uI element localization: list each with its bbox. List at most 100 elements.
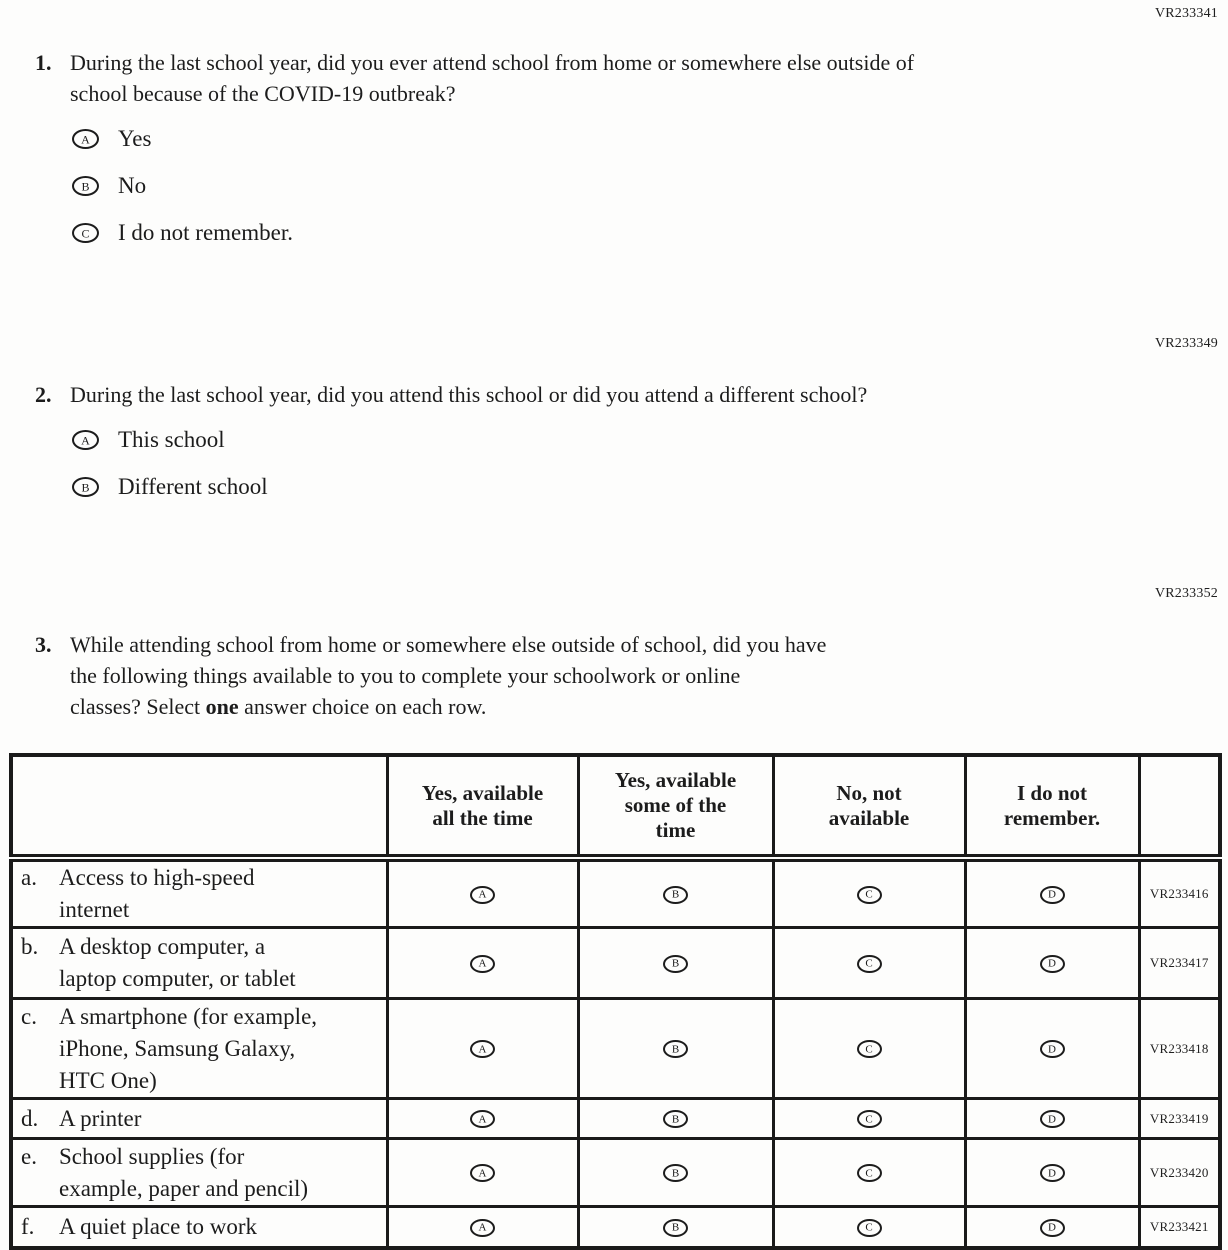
- answer-bubble-c[interactable]: C: [856, 1218, 882, 1237]
- question-1-options: A Yes B No C I do not remember.: [72, 125, 293, 247]
- choice-cell: B: [576, 1097, 775, 1140]
- row-item-label: c. A smartphone (for example, iPhone, Sa…: [9, 997, 389, 1100]
- row-item-label: f. A quiet place to work: [9, 1205, 389, 1250]
- answer-bubble-a[interactable]: A: [72, 430, 99, 450]
- choice-cell: D: [963, 997, 1141, 1100]
- option-label-do-not-remember: I do not remember.: [118, 220, 294, 245]
- row-letter: e.: [21, 1143, 37, 1169]
- row-letter: a.: [21, 865, 37, 890]
- answer-bubble-b[interactable]: B: [663, 1110, 688, 1129]
- answer-bubble-c[interactable]: C: [856, 954, 882, 973]
- row-vr-code: VR233418: [1137, 997, 1222, 1100]
- row-vr-code: VR233419: [1137, 1097, 1222, 1140]
- row-letter: c.: [21, 1003, 37, 1029]
- answer-bubble-a[interactable]: A: [470, 1164, 495, 1183]
- grid-header-item: [9, 753, 389, 862]
- row-text: A printer: [59, 1105, 142, 1131]
- choice-cell: A: [385, 856, 580, 929]
- choice-cell: C: [771, 926, 967, 1000]
- answer-bubble-d[interactable]: D: [1039, 1110, 1065, 1129]
- answer-bubble-d[interactable]: D: [1039, 954, 1065, 973]
- choice-cell: D: [963, 1137, 1141, 1208]
- question-3-text-suffix: answer choice on each row.: [238, 694, 487, 719]
- question-3-text: While attending school from home or some…: [70, 629, 1085, 722]
- choice-cell: A: [385, 997, 580, 1100]
- answer-bubble-b[interactable]: B: [663, 1218, 688, 1237]
- table-row-computer: b. A desktop computer, a laptop computer…: [9, 926, 1222, 1000]
- row-vr-code: VR233416: [1137, 856, 1222, 929]
- table-row-school-supplies: e. School supplies (for example, paper a…: [9, 1137, 1222, 1208]
- option-yes: A Yes: [72, 125, 293, 153]
- question-3-text-prefix: While attending school from home or some…: [70, 632, 827, 719]
- choice-cell: C: [771, 1205, 967, 1250]
- answer-bubble-d[interactable]: D: [1039, 1040, 1065, 1059]
- question-2-text: During the last school year, did you att…: [70, 382, 868, 407]
- option-label-yes: Yes: [118, 126, 152, 151]
- choice-cell: B: [576, 997, 775, 1100]
- answer-bubble-b[interactable]: B: [663, 954, 688, 973]
- answer-bubble-d[interactable]: D: [1039, 1218, 1065, 1237]
- question-2-number: 2.: [35, 382, 52, 407]
- answer-bubble-d[interactable]: D: [1039, 885, 1065, 904]
- answer-bubble-b[interactable]: B: [663, 885, 688, 904]
- choice-cell: A: [385, 1205, 580, 1250]
- choice-cell: C: [771, 1137, 967, 1208]
- answer-bubble-c[interactable]: C: [856, 1040, 882, 1059]
- row-text: Access to high-speed internet: [59, 865, 255, 922]
- answer-bubble-a[interactable]: A: [470, 885, 495, 904]
- table-row-quiet-place: f. A quiet place to work A B C D VR23342…: [9, 1205, 1222, 1250]
- grid-header-yes-all-time: Yes, available all the time: [385, 753, 580, 862]
- answer-bubble-b[interactable]: B: [663, 1040, 688, 1059]
- question-3-vr-code: VR233352: [1154, 586, 1218, 601]
- row-vr-code: VR233421: [1137, 1205, 1222, 1250]
- answer-bubble-d[interactable]: D: [1039, 1164, 1065, 1183]
- answer-bubble-a[interactable]: A: [470, 1040, 495, 1059]
- answer-bubble-c[interactable]: C: [856, 1164, 882, 1183]
- question-2-options: A This school B Different school: [72, 426, 268, 501]
- question-2: 2. During the last school year, did you …: [35, 379, 1085, 410]
- option-label-this-school: This school: [118, 427, 225, 452]
- row-text: School supplies (for example, paper and …: [59, 1143, 309, 1201]
- question-1-text: During the last school year, did you eve…: [70, 50, 915, 106]
- question-2-vr-code: VR233349: [1154, 336, 1218, 351]
- question-1: 1. During the last school year, did you …: [35, 47, 1085, 109]
- choice-cell: C: [771, 997, 967, 1100]
- answer-bubble-a[interactable]: A: [470, 1218, 495, 1237]
- question-3-text-bold: one: [205, 694, 239, 719]
- choice-cell: B: [576, 856, 775, 929]
- choice-cell: B: [576, 1137, 775, 1208]
- answer-bubble-b[interactable]: B: [663, 1164, 688, 1183]
- option-do-not-remember: C I do not remember.: [72, 219, 293, 247]
- row-text: A quiet place to work: [59, 1214, 258, 1239]
- choice-cell: A: [385, 1097, 580, 1140]
- question-3: 3. While attending school from home or s…: [35, 629, 1085, 722]
- option-label-no: No: [118, 173, 147, 198]
- choice-cell: D: [963, 1205, 1141, 1250]
- choice-cell: D: [963, 856, 1141, 929]
- choice-cell: D: [963, 1097, 1141, 1140]
- choice-cell: D: [963, 926, 1141, 1000]
- choice-cell: A: [385, 926, 580, 1000]
- answer-bubble-a[interactable]: A: [470, 954, 495, 973]
- answer-bubble-c[interactable]: C: [856, 885, 882, 904]
- bubble-letter: A: [81, 132, 90, 147]
- answer-bubble-b[interactable]: B: [72, 176, 99, 196]
- answer-bubble-a[interactable]: A: [72, 129, 99, 149]
- grid-header-yes-some-time: Yes, available some of the time: [576, 753, 775, 862]
- row-vr-code: VR233420: [1137, 1137, 1222, 1208]
- choice-cell: B: [576, 926, 775, 1000]
- answer-bubble-b[interactable]: B: [72, 477, 99, 497]
- answer-bubble-c[interactable]: C: [856, 1110, 882, 1129]
- row-letter: b.: [21, 934, 39, 959]
- table-row-internet: a. Access to high-speed internet A B C D…: [9, 856, 1222, 929]
- row-item-label: d. A printer: [9, 1097, 389, 1140]
- choice-cell: C: [771, 1097, 967, 1140]
- row-text: A desktop computer, a laptop computer, o…: [59, 934, 296, 991]
- table-row-smartphone: c. A smartphone (for example, iPhone, Sa…: [9, 997, 1222, 1100]
- bubble-letter: B: [81, 480, 90, 495]
- answer-bubble-a[interactable]: A: [470, 1110, 495, 1129]
- bubble-letter: B: [81, 179, 90, 194]
- row-vr-code: VR233417: [1137, 926, 1222, 1000]
- answer-bubble-c[interactable]: C: [72, 223, 99, 243]
- question-1-number: 1.: [35, 50, 52, 75]
